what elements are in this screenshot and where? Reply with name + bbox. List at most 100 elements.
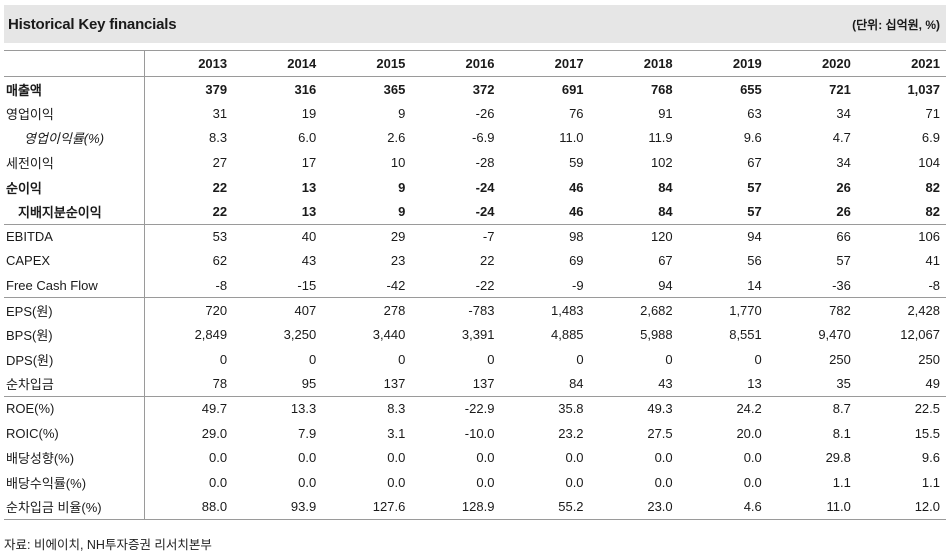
table-row: 순차입금 78 95 137 137 84 43 13 35 49 [4, 371, 946, 397]
value-cell: 2,849 [194, 327, 228, 343]
row-label: EBITDA [4, 223, 145, 249]
row-label: 세전이익 [4, 150, 145, 175]
value-cell: 71 [925, 105, 940, 121]
year-header: 2019 [678, 50, 768, 77]
value-cell: -7 [411, 223, 501, 249]
year-header: 2017 [500, 50, 590, 77]
value-cell: 11.0 [559, 130, 584, 146]
value-cell: 3.1 [387, 425, 406, 441]
value-cell: 98 [500, 223, 590, 249]
table-row: BPS(원) 2,849 3,250 3,440 3,391 4,885 5,988 8,55… [4, 322, 946, 348]
value-cell: 66 [767, 223, 857, 249]
value-cell: 12.0 [856, 494, 946, 520]
value-cell: 0.0 [298, 450, 317, 466]
value-cell: 6.0 [298, 130, 317, 146]
value-cell: 655 [740, 81, 762, 97]
value-cell: 1,770 [678, 297, 768, 323]
table-row: CAPEX 62 43 23 22 69 67 56 57 41 [4, 248, 946, 274]
value-cell: 9 [398, 105, 406, 121]
year-header: 2014 [233, 50, 323, 77]
value-cell: 0.0 [654, 450, 673, 466]
value-cell: 8.3 [322, 395, 412, 421]
value-cell: 13 [301, 204, 317, 220]
value-cell: 720 [144, 297, 234, 323]
value-cell: 1,483 [500, 297, 590, 323]
value-cell: -22.9 [411, 395, 501, 421]
value-cell: 49 [925, 376, 940, 392]
value-cell: -8 [928, 277, 940, 293]
value-cell: 23.0 [589, 494, 679, 520]
row-label: ROIC(%) [4, 420, 145, 446]
value-cell: 94 [658, 277, 673, 293]
title-bar: Historical Key financials (단위: 십억원, %) [4, 5, 946, 43]
value-cell: 250 [918, 351, 940, 367]
value-cell: 46 [569, 179, 584, 195]
value-cell: 407 [233, 297, 323, 323]
table-row: 영업이익 31 19 9 -26 76 91 63 34 71 [4, 101, 946, 126]
value-cell: 31 [212, 105, 228, 121]
value-cell: 67 [747, 155, 762, 171]
value-cell: 0.0 [209, 474, 228, 490]
value-cell: -15 [297, 277, 317, 293]
value-cell: 9.6 [921, 450, 940, 466]
value-cell: 102 [650, 155, 673, 171]
value-cell: 0.0 [298, 474, 317, 490]
value-cell: 1.1 [832, 474, 851, 490]
value-cell: 78 [212, 376, 228, 392]
value-cell: 7.9 [298, 425, 317, 441]
row-label: 영업이익률(%) [4, 125, 145, 151]
value-cell: 29 [322, 223, 412, 249]
value-cell: 62 [212, 253, 228, 269]
value-cell: 0 [308, 351, 317, 367]
value-cell: 3,250 [283, 327, 317, 343]
value-cell: 0.0 [387, 450, 406, 466]
year-header: 2021 [856, 50, 946, 77]
value-cell: 41 [925, 253, 940, 269]
value-cell: 46 [569, 204, 584, 220]
value-cell: 0.0 [654, 474, 673, 490]
value-cell: 120 [589, 223, 679, 249]
value-cell: 43 [301, 253, 317, 269]
value-cell: 9 [398, 204, 406, 220]
value-cell: 0.0 [565, 474, 584, 490]
value-cell: 67 [658, 253, 673, 269]
value-cell: 8,551 [729, 327, 762, 343]
table-row: 세전이익 27 17 10 -28 59 102 67 34 104 [4, 150, 946, 175]
value-cell: 8.1 [832, 425, 851, 441]
value-cell: 22 [212, 204, 228, 220]
value-cell: 19 [301, 105, 317, 121]
table-row: Free Cash Flow -8 -15 -42 -22 -9 94 14 -36 -8 [4, 273, 946, 298]
unit-label: (단위: 십억원, %) [852, 17, 940, 32]
value-cell: -6.9 [472, 130, 495, 146]
value-cell: -8 [215, 277, 228, 293]
value-cell: 11.0 [767, 494, 857, 520]
row-label: EPS(원) [4, 297, 145, 323]
value-cell: -9 [571, 277, 584, 293]
value-cell: 3,440 [372, 327, 406, 343]
value-cell: 14 [747, 277, 762, 293]
value-cell: 0 [219, 351, 228, 367]
value-cell: 13 [301, 179, 317, 195]
row-label: 지배지분순이익 [4, 199, 145, 225]
year-header: 2016 [411, 50, 501, 77]
table-row: 순이익 22 13 9 -24 46 84 57 26 82 [4, 174, 946, 200]
value-cell: -10.0 [464, 425, 495, 441]
value-cell: 84 [658, 179, 673, 195]
value-cell: 4.6 [678, 494, 768, 520]
value-cell: 53 [144, 223, 234, 249]
value-cell: 23 [390, 253, 406, 269]
value-cell: 2.6 [387, 130, 406, 146]
value-cell: 8.7 [767, 395, 857, 421]
value-cell: 22 [479, 253, 495, 269]
year-header: 2015 [322, 50, 412, 77]
value-cell: 22.5 [856, 395, 946, 421]
value-cell: 8.3 [209, 130, 228, 146]
value-cell: 0.0 [476, 474, 495, 490]
value-cell: 91 [658, 105, 673, 121]
value-cell: -24 [475, 179, 495, 195]
value-cell: -22 [475, 277, 495, 293]
table-row: ROIC(%) 29.0 7.9 3.1 -10.0 23.2 27.5 20.0 8.1 15.… [4, 420, 946, 446]
value-cell: 365 [383, 81, 406, 97]
value-cell: 0.0 [565, 450, 584, 466]
value-cell: 4.7 [832, 130, 851, 146]
